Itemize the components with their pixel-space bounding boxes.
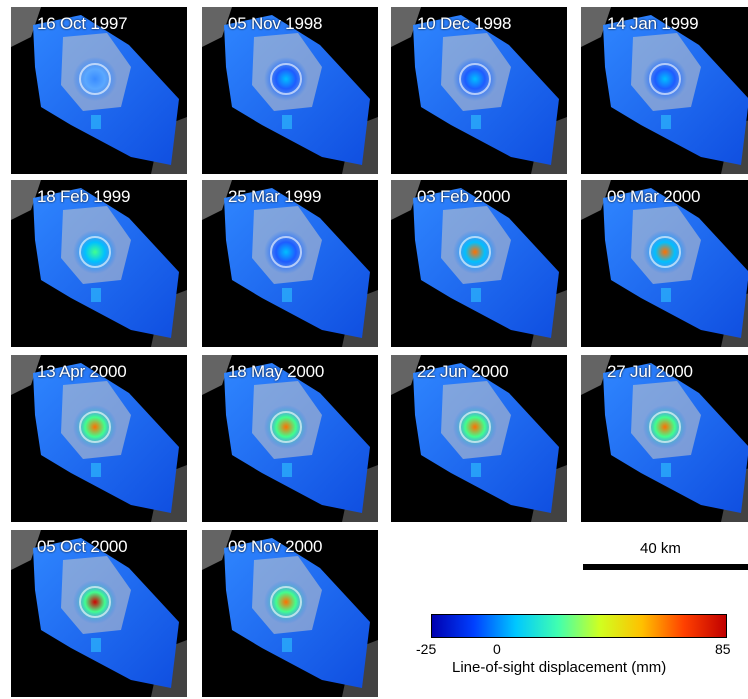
colorbar-max-label: 85 — [715, 641, 731, 657]
colorbar-zero-label: 0 — [493, 641, 501, 657]
interferogram-panel: 03 Feb 2000 — [391, 180, 567, 347]
interferogram-image — [11, 355, 187, 522]
panel-date-label: 03 Feb 2000 — [417, 187, 511, 206]
panel-date-label: 18 Feb 1999 — [37, 187, 131, 206]
interferogram-image — [391, 180, 567, 347]
scale-bar-label: 40 km — [640, 540, 681, 557]
interferogram-panel: 10 Dec 1998 — [391, 7, 567, 174]
interferogram-image — [581, 180, 748, 347]
panel-date-label: 05 Oct 2000 — [37, 537, 128, 556]
interferogram-image — [202, 355, 378, 522]
interferogram-panel: 09 Mar 2000 — [581, 180, 748, 347]
interferogram-panel: 18 Feb 1999 — [11, 180, 187, 347]
interferogram-panel: 05 Nov 1998 — [202, 7, 378, 174]
interferogram-image — [391, 355, 567, 522]
interferogram-panel: 18 May 2000 — [202, 355, 378, 522]
interferogram-image — [11, 180, 187, 347]
interferogram-panel: 05 Oct 2000 — [11, 530, 187, 697]
panel-date-label: 22 Jun 2000 — [417, 362, 509, 381]
interferogram-panel: 14 Jan 1999 — [581, 7, 748, 174]
interferogram-panel: 22 Jun 2000 — [391, 355, 567, 522]
panel-date-label: 25 Mar 1999 — [228, 187, 322, 206]
interferogram-image — [11, 7, 187, 174]
interferogram-panel: 09 Nov 2000 — [202, 530, 378, 697]
interferogram-image — [581, 355, 748, 522]
interferogram-image — [202, 530, 378, 697]
interferogram-image — [11, 530, 187, 697]
colorbar-title: Line-of-sight displacement (mm) — [452, 659, 667, 676]
panel-date-label: 05 Nov 1998 — [228, 14, 323, 33]
interferogram-panel: 13 Apr 2000 — [11, 355, 187, 522]
interferogram-image — [202, 7, 378, 174]
colorbar-min-label: -25 — [416, 641, 437, 657]
panel-date-label: 16 Oct 1997 — [37, 14, 128, 33]
panel-date-label: 13 Apr 2000 — [37, 362, 127, 381]
interferogram-panel: 16 Oct 1997 — [11, 7, 187, 174]
colorbar — [431, 614, 727, 638]
interferogram-image — [391, 7, 567, 174]
interferogram-image — [581, 7, 748, 174]
interferogram-panel: 27 Jul 2000 — [581, 355, 748, 522]
scale-bar — [583, 564, 748, 570]
panel-date-label: 27 Jul 2000 — [607, 362, 693, 381]
panel-date-label: 09 Mar 2000 — [607, 187, 701, 206]
panel-date-label: 09 Nov 2000 — [228, 537, 323, 556]
panel-date-label: 10 Dec 1998 — [417, 14, 512, 33]
interferogram-panel: 25 Mar 1999 — [202, 180, 378, 347]
panel-date-label: 18 May 2000 — [228, 362, 325, 381]
panel-date-label: 14 Jan 1999 — [607, 14, 699, 33]
interferogram-image — [202, 180, 378, 347]
